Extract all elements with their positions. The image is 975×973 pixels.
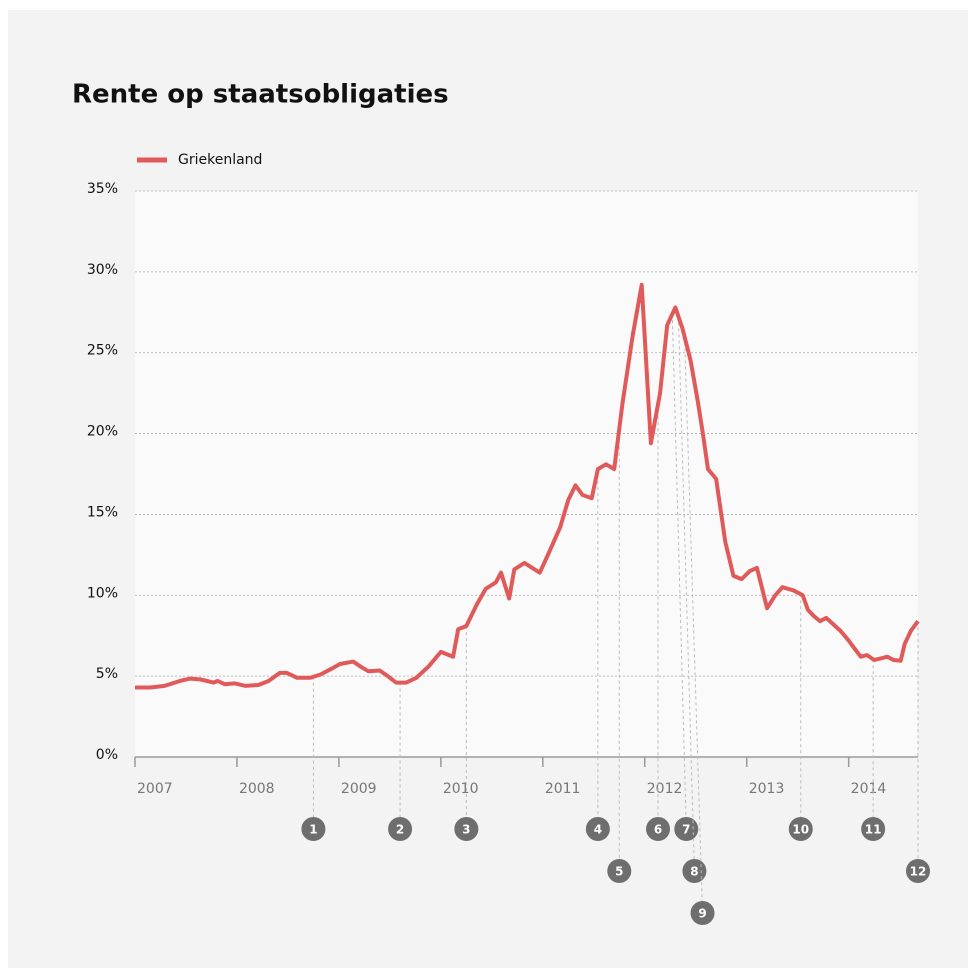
annotation-label: 11 xyxy=(865,823,882,837)
annotation-marker xyxy=(607,859,632,883)
annotation-label: 2 xyxy=(396,823,404,837)
annotation-marker xyxy=(788,817,813,841)
annotation-marker xyxy=(861,817,886,841)
x-tick-label: 2007 xyxy=(137,781,173,797)
annotation-label: 12 xyxy=(910,865,927,879)
annotation-label: 6 xyxy=(654,823,662,837)
annotation-label: 4 xyxy=(594,823,602,837)
annotation-marker xyxy=(646,817,671,841)
annotation-marker xyxy=(301,817,326,841)
y-tick-label: 10% xyxy=(87,585,118,601)
annotation-leader xyxy=(677,316,695,872)
y-tick-label: 20% xyxy=(87,424,118,440)
annotation-label: 3 xyxy=(462,823,470,837)
annotation-marker xyxy=(585,817,610,841)
annotation-label: 1 xyxy=(309,823,317,837)
x-tick-label: 2010 xyxy=(443,781,479,797)
annotation-leader xyxy=(671,314,687,830)
annotation-label: 5 xyxy=(615,865,623,879)
x-tick-label: 2008 xyxy=(239,781,275,797)
x-tick-label: 2011 xyxy=(545,781,581,797)
chart-title: Rente op staatsobligaties xyxy=(72,80,449,110)
x-tick-label: 2009 xyxy=(341,781,377,797)
annotation-label: 7 xyxy=(682,823,690,837)
y-tick-label: 5% xyxy=(96,666,118,682)
annotation-label: 8 xyxy=(690,865,698,879)
annotation-marker xyxy=(906,859,930,883)
y-tick-label: 30% xyxy=(87,262,118,278)
annotation-marker xyxy=(454,817,479,841)
annotation-marker xyxy=(690,901,715,925)
y-tick-label: 25% xyxy=(87,343,118,359)
x-tick-label: 2012 xyxy=(647,781,683,797)
line-series xyxy=(135,282,920,690)
y-tick-label: 0% xyxy=(96,747,118,763)
plot-area xyxy=(135,191,918,757)
annotation-marker xyxy=(388,817,413,841)
y-tick-label: 15% xyxy=(87,504,118,520)
annotation-leader xyxy=(684,336,704,914)
legend-label: Griekenland xyxy=(178,152,262,168)
annotation-marker xyxy=(682,859,707,883)
y-tick-label: 35% xyxy=(87,181,118,197)
x-tick-label: 2013 xyxy=(749,781,785,797)
annotation-marker xyxy=(674,817,699,841)
annotation-label: 10 xyxy=(792,823,809,837)
x-tick-label: 2014 xyxy=(851,781,887,797)
annotation-label: 9 xyxy=(698,907,706,921)
